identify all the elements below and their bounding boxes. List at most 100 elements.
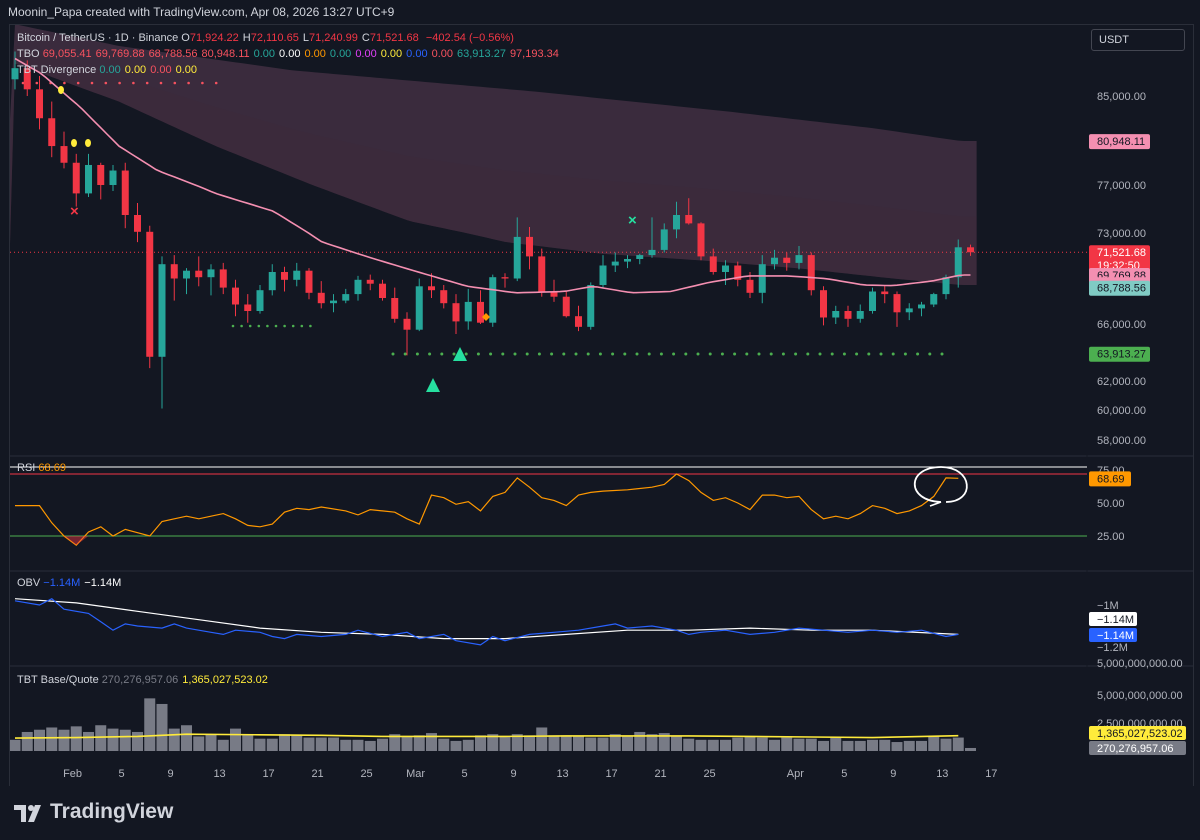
volume-bar — [230, 728, 241, 751]
green-dot — [611, 352, 615, 356]
green-dot — [300, 324, 304, 328]
price-label-bg — [1089, 280, 1150, 296]
green-dot — [513, 352, 517, 356]
candle-body — [550, 291, 558, 297]
volume-bar — [401, 736, 413, 751]
candle-body — [268, 272, 276, 291]
green-dot — [696, 352, 700, 356]
volume-bar — [254, 738, 266, 751]
time-axis-tick: 17 — [262, 768, 274, 780]
time-axis-tick: 21 — [311, 768, 323, 780]
ma-line — [14, 57, 971, 294]
green-dot — [440, 352, 444, 356]
obv-label[interactable]: OBV — [17, 577, 41, 589]
candle-body — [587, 285, 595, 327]
divergence-label[interactable]: TBT Divergence — [17, 64, 97, 76]
currency-selector[interactable]: USDT — [1091, 29, 1185, 51]
price-axis-tick: 62,000.00 — [1097, 376, 1146, 388]
red-dot — [21, 81, 25, 85]
red-dot — [104, 81, 108, 85]
volume-bar — [58, 729, 70, 751]
volume-bar — [364, 740, 376, 751]
red-dot — [132, 81, 135, 85]
tbo-label[interactable]: TBO — [17, 48, 40, 60]
red-dot — [214, 81, 218, 85]
tbo-values-item: 0.00 — [304, 48, 326, 60]
basequote-values: 270,276,957.06 1,365,027,523.02 — [102, 674, 272, 686]
volume-bar — [413, 735, 425, 751]
green-dot — [403, 352, 407, 356]
green-dot — [672, 352, 676, 356]
obv-axis-tick: −1M — [1097, 600, 1119, 612]
candle-body — [611, 261, 619, 266]
time-axis-tick: 13 — [556, 768, 568, 780]
candle-body — [967, 247, 974, 253]
price-label-bg — [1089, 245, 1150, 274]
basequote-label[interactable]: TBT Base/Quote — [17, 674, 99, 686]
time-axis-tick: 5 — [841, 768, 847, 780]
green-dot — [830, 352, 834, 356]
candle-body — [342, 294, 350, 301]
obv-values: −1.14M −1.14M — [43, 577, 125, 589]
divergence-legend: TBT Divergence 0.00 0.00 0.00 0.00 — [17, 64, 201, 76]
buy-x-signal: × — [628, 212, 637, 229]
candle-body — [281, 272, 288, 280]
volume-bar — [903, 740, 915, 751]
ohlc-value: 71,240.99 — [308, 32, 358, 44]
volume-bar — [916, 740, 927, 751]
time-axis-tick: 21 — [654, 768, 666, 780]
green-dot — [635, 352, 639, 356]
green-dot — [537, 352, 541, 356]
volume-bar — [328, 737, 339, 751]
green-dot — [562, 352, 566, 356]
candle-body — [134, 215, 141, 232]
rsi-value-label: 68.69 — [1097, 473, 1125, 485]
div-values-item: 0.00 — [124, 64, 147, 76]
volume-bar — [707, 739, 719, 751]
candle-body — [599, 265, 607, 285]
rsi-axis-tick: 50.00 — [1097, 498, 1125, 510]
candle-body — [121, 170, 129, 215]
tbo-values-item: 80,948.11 — [201, 48, 250, 60]
green-dot — [283, 324, 286, 328]
volume-bar — [119, 729, 131, 751]
volume-bar — [107, 728, 119, 751]
obv-values-item: −1.14M — [84, 577, 122, 589]
chart-canvas[interactable]: × × 85,000.00 77,000.00 73,000.00 66,000.00 62… — [2, 24, 1193, 787]
price-axis-tick: 60,000.00 — [1097, 405, 1146, 417]
volume-value-label: 270,276,957.06 — [1097, 743, 1173, 755]
candle-body — [575, 316, 582, 327]
red-dot — [173, 81, 177, 85]
volume-bar — [193, 736, 205, 751]
volume-bar — [781, 737, 793, 751]
tbo-values-item: 69,055.41 — [42, 48, 92, 60]
symbol-legend: Bitcoin / TetherUS · 1D · Binance O71,92… — [17, 32, 514, 44]
volume-bar — [940, 738, 952, 751]
volume-ma-value-label: 1,365,027,523.02 — [1097, 728, 1183, 740]
volume-bar — [732, 737, 744, 751]
green-dot — [489, 352, 493, 356]
candle-body — [244, 304, 252, 311]
volume-bar — [168, 728, 180, 751]
obv-value-label: −1.14M — [1097, 630, 1134, 642]
candle-body — [697, 223, 705, 257]
rsi-label[interactable]: RSI — [17, 462, 36, 474]
candle-body — [317, 292, 325, 304]
time-axis-tick: 5 — [119, 768, 125, 780]
candle-body — [97, 164, 105, 185]
volume-bar — [634, 731, 646, 751]
green-dot — [745, 352, 749, 356]
candle-body — [207, 269, 215, 278]
candle-body — [72, 162, 80, 194]
volume-bar — [548, 735, 560, 751]
volume-bar — [315, 737, 327, 751]
rsi-legend: RSI 68.69 — [17, 462, 66, 474]
volume-bar — [952, 737, 964, 751]
volume-bar — [536, 727, 548, 751]
volume-bar — [266, 738, 278, 751]
candle-body — [440, 290, 448, 304]
obv-value-bg — [1089, 628, 1137, 642]
ohlc-values: O71,924.22 H72,110.65 L71,240.99 C71,521.68 — [181, 32, 423, 44]
basequote-legend: TBT Base/Quote 270,276,957.06 1,365,027,5… — [17, 674, 272, 686]
rsi-oversold-fill — [39, 536, 132, 546]
